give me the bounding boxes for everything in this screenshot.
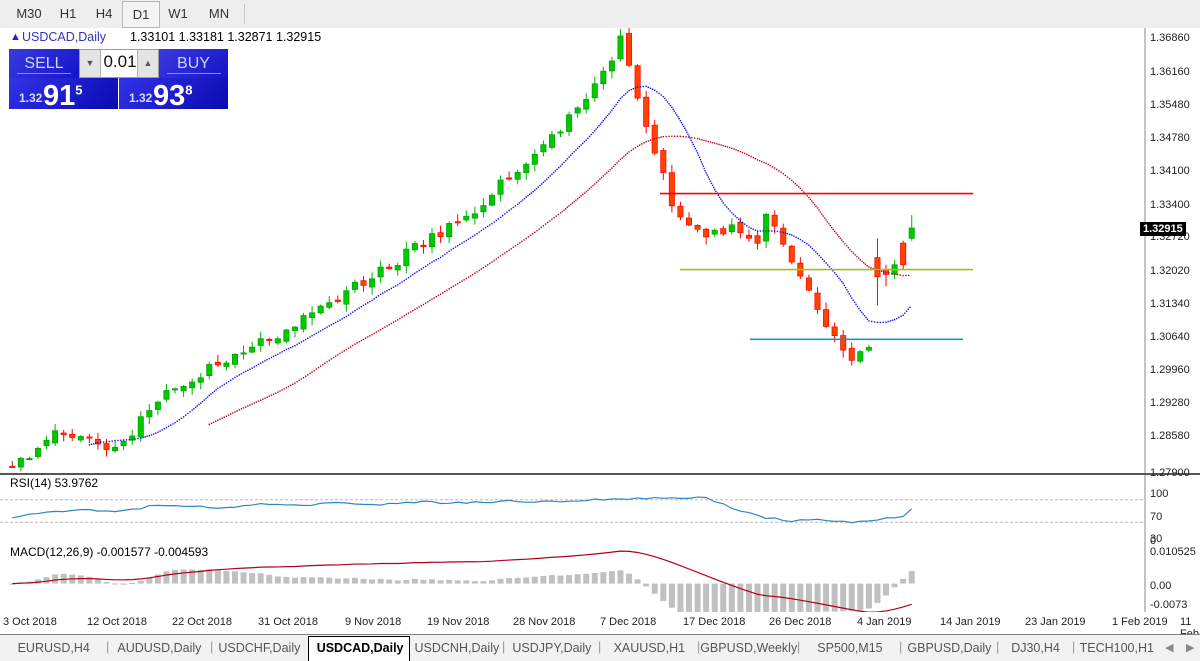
svg-text:▲: ▲ xyxy=(10,31,21,43)
svg-text:USDCAD,Daily: USDCAD,Daily xyxy=(22,30,107,44)
svg-text:RSI(14) 53.9762: RSI(14) 53.9762 xyxy=(10,476,98,490)
svg-text:MACD(12,26,9) -0.001577 -0.004: MACD(12,26,9) -0.001577 -0.004593 xyxy=(10,545,208,559)
svg-text:1.33101 1.33181 1.32871 1.3291: 1.33101 1.33181 1.32871 1.32915 xyxy=(130,30,321,44)
